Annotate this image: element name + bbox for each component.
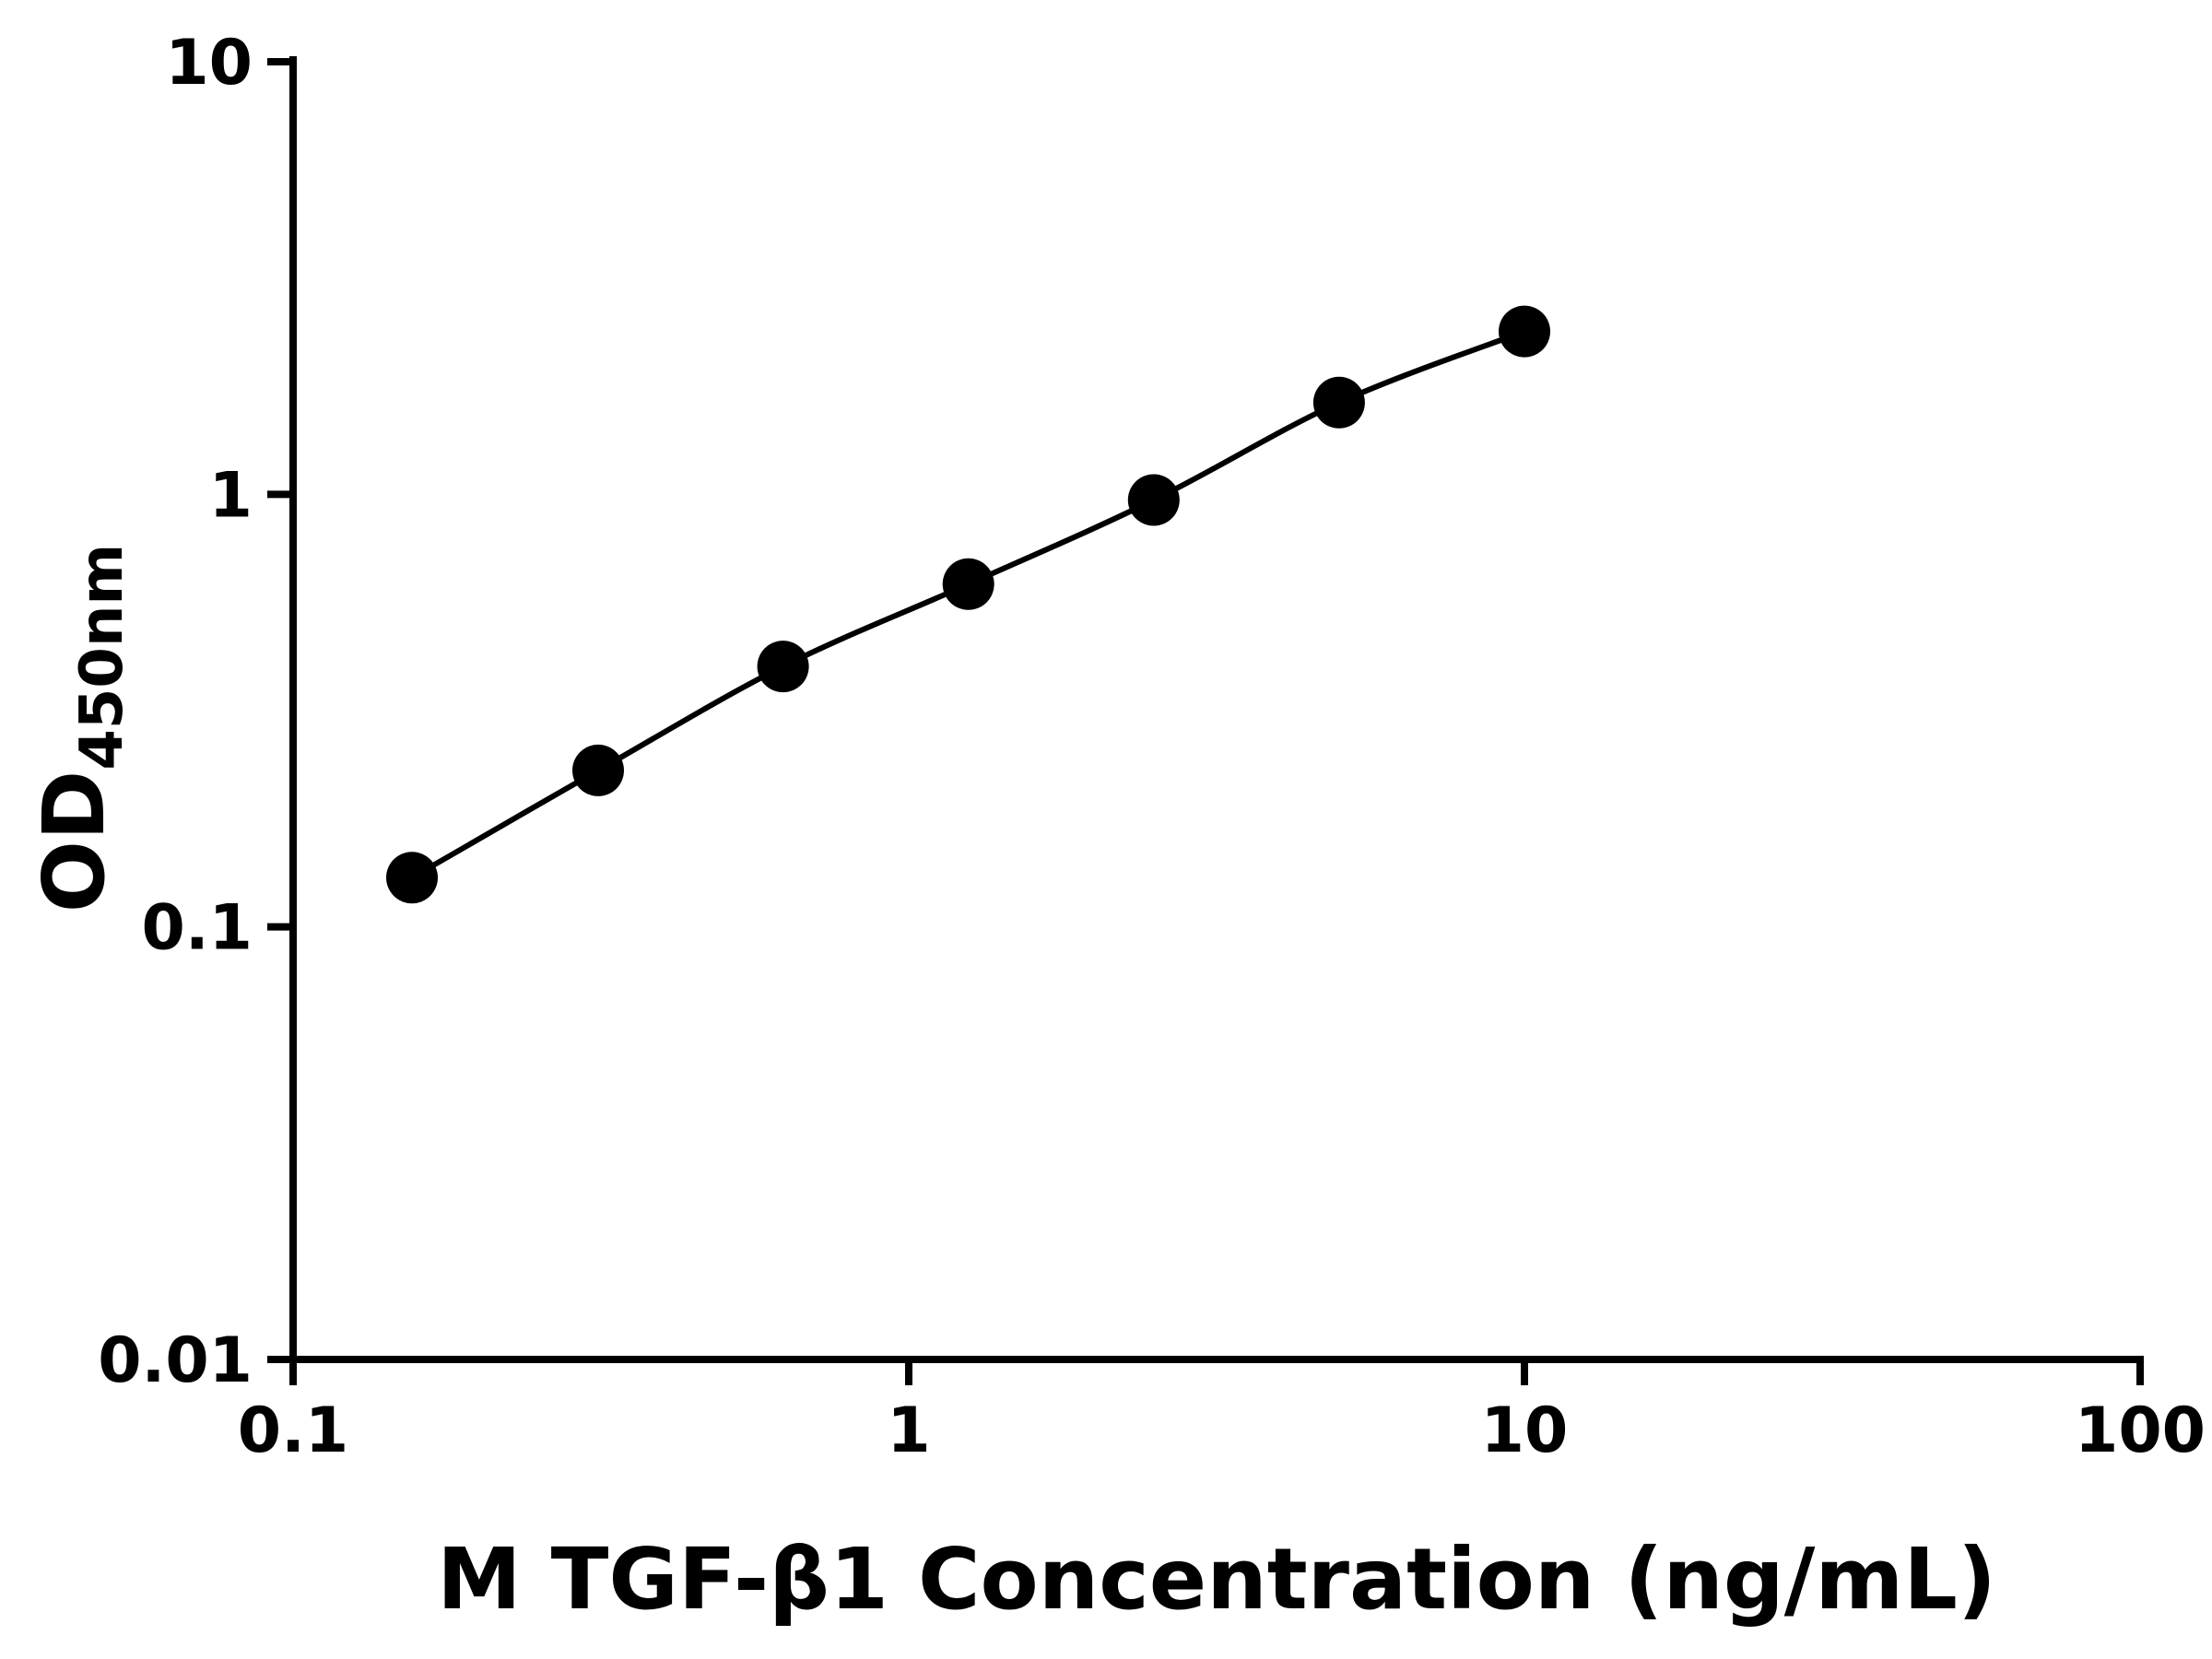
x-axis-title: M TGF-β1 Concentration (ng/mL) xyxy=(437,1530,1996,1629)
y-axis-title: OD450nm xyxy=(25,544,136,912)
tick-marks xyxy=(267,58,2144,1385)
y-axis-tick-label: 1 xyxy=(209,459,253,532)
y-axis-title-main: OD xyxy=(25,771,124,913)
y-axis-tick-label: 10 xyxy=(165,27,253,100)
x-axis-tick-label: 1 xyxy=(887,1394,930,1467)
data-point xyxy=(1312,376,1365,429)
data-point xyxy=(572,744,624,796)
data-point xyxy=(757,641,809,693)
data-point xyxy=(386,852,438,904)
axes xyxy=(289,56,2144,1363)
x-axis-tick-label: 0.1 xyxy=(238,1394,348,1467)
y-axis-tick-label: 0.1 xyxy=(142,892,253,965)
x-axis-tick-label: 10 xyxy=(1481,1394,1569,1467)
y-axis-title-subscript: 450nm xyxy=(68,544,136,771)
data-series xyxy=(386,305,1550,904)
axis-spines xyxy=(289,56,2144,1363)
data-point xyxy=(942,558,994,610)
y-axis-tick-label: 0.01 xyxy=(98,1324,253,1397)
data-point xyxy=(1127,474,1180,526)
x-axis-tick-label: 100 xyxy=(2075,1394,2206,1467)
data-point xyxy=(1499,305,1550,358)
